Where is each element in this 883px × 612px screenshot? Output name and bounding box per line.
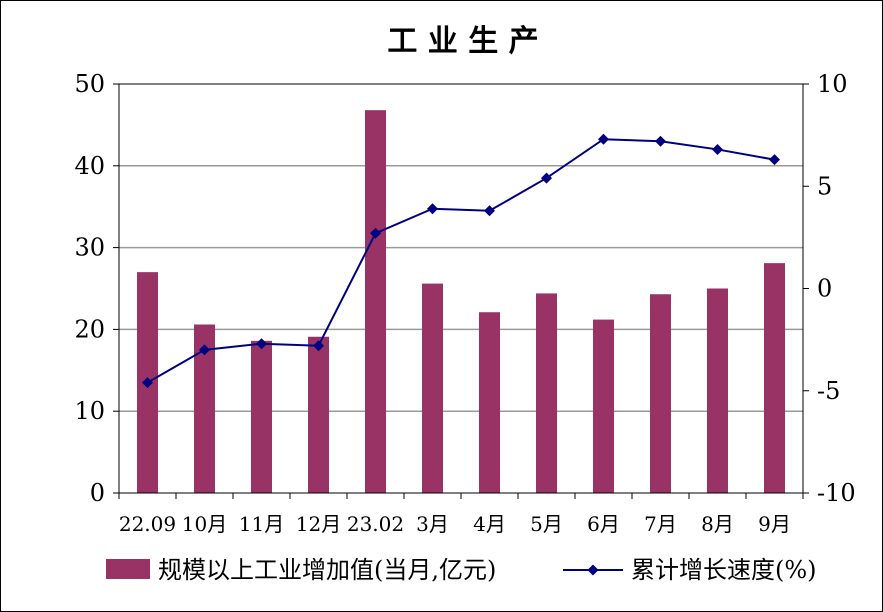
bar <box>536 293 557 493</box>
chart-title: 工 业 生 产 <box>387 24 538 59</box>
bar <box>650 294 671 493</box>
y-right-tick-label: 0 <box>817 275 832 303</box>
x-tick-label: 7月 <box>644 512 677 536</box>
growth-rate-point <box>256 338 267 350</box>
bar <box>308 336 329 493</box>
bar <box>251 340 272 493</box>
plot-area: 0 10 20 30 40 50 -10 -5 0 5 10 22.09 10月 11月 12月 23.02 3… <box>74 70 855 536</box>
x-tick-label: 5月 <box>530 512 563 536</box>
legend-label-line: 累计增长速度(%) <box>631 556 817 584</box>
growth-rate-point <box>427 203 438 215</box>
y-right-tick-label: -10 <box>817 479 856 507</box>
x-tick-label: 9月 <box>758 512 791 536</box>
x-tick-label: 8月 <box>701 512 734 536</box>
growth-rate-point <box>541 172 552 184</box>
growth-rate-point <box>142 377 153 389</box>
x-tick-label: 23.02 <box>347 512 404 536</box>
bar <box>194 324 215 493</box>
x-tick-label: 4月 <box>473 512 506 536</box>
x-tick-label: 10月 <box>182 512 227 536</box>
legend-swatch-marker <box>587 564 599 576</box>
growth-rate-point <box>655 135 666 147</box>
y-right-tick-label: 10 <box>817 70 848 98</box>
bar <box>764 263 785 493</box>
bar <box>593 319 614 493</box>
legend-swatch-bar <box>106 559 150 579</box>
y-left-tick-label: 50 <box>74 70 105 98</box>
bar <box>479 312 500 493</box>
y-left-tick-label: 40 <box>74 152 105 180</box>
growth-rate-point <box>370 227 381 239</box>
growth-rate-point <box>712 143 723 155</box>
x-tick-label: 3月 <box>416 512 449 536</box>
y-left-tick-label: 10 <box>74 397 105 425</box>
legend: 规模以上工业增加值(当月,亿元) 累计增长速度(%) <box>106 556 817 584</box>
x-tick-label: 22.09 <box>119 512 176 536</box>
growth-rate-point <box>199 344 210 356</box>
y-left-tick-label: 30 <box>74 234 105 262</box>
x-tick-label: 6月 <box>587 512 620 536</box>
bar <box>422 283 443 493</box>
legend-label-bar: 规模以上工业增加值(当月,亿元) <box>158 556 496 584</box>
growth-rate-point <box>598 133 609 145</box>
bar <box>365 110 386 494</box>
x-tick-label: 12月 <box>296 512 341 536</box>
growth-rate-point <box>313 340 324 352</box>
y-right-tick-label: 5 <box>817 172 832 200</box>
y-right-tick-label: -5 <box>817 377 840 405</box>
growth-rate-point <box>769 154 780 166</box>
growth-rate-line <box>147 138 775 384</box>
growth-rate-point <box>484 205 495 217</box>
x-tick-label: 11月 <box>239 512 284 536</box>
bar <box>707 288 728 493</box>
y-left-tick-label: 0 <box>90 479 105 507</box>
plot-border <box>118 83 804 494</box>
y-left-tick-label: 20 <box>74 315 105 343</box>
